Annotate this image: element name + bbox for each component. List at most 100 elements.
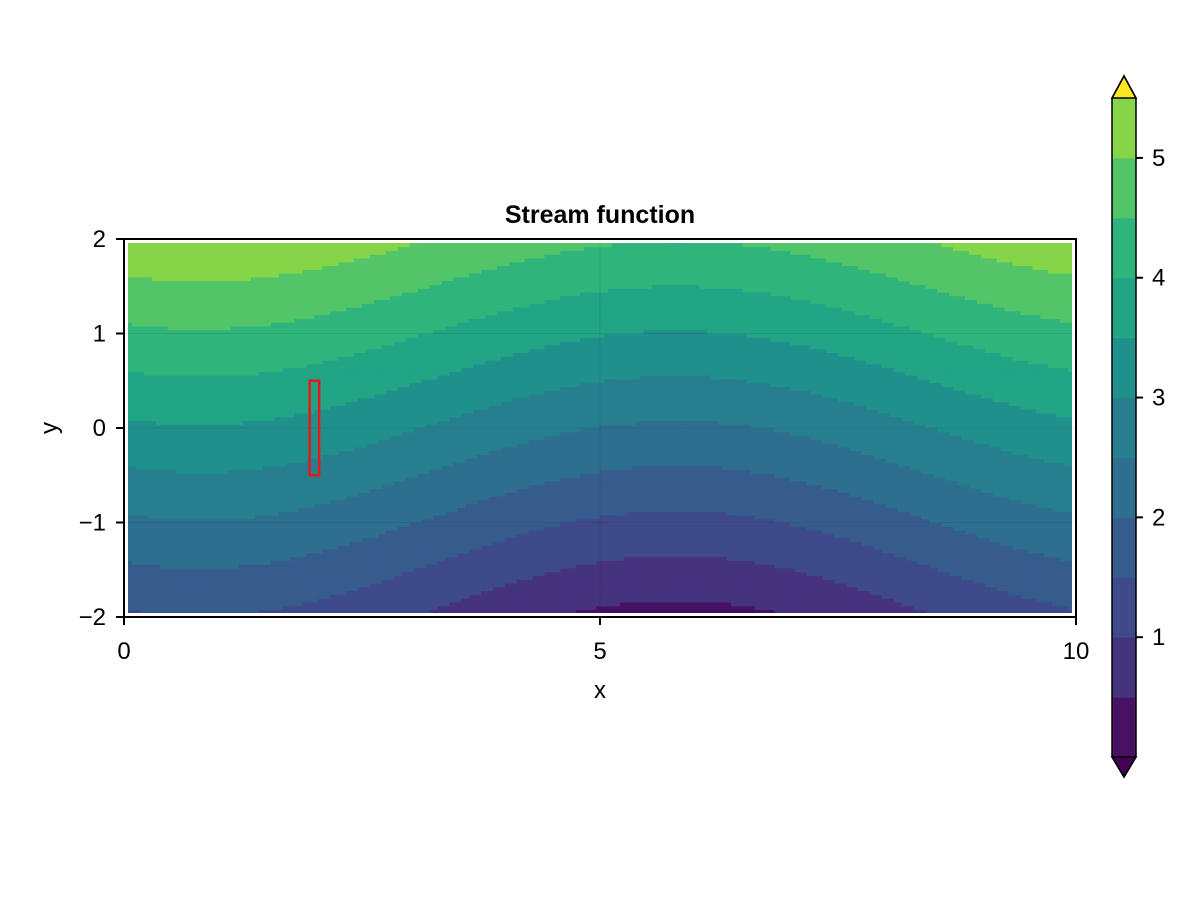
contour-cell — [207, 583, 212, 587]
contour-cell — [378, 564, 383, 568]
contour-cell — [794, 583, 799, 587]
contour-cell — [568, 609, 573, 613]
contour-cell — [695, 560, 700, 564]
contour-cell — [1040, 564, 1045, 568]
contour-cell — [322, 553, 327, 557]
contour-cell — [378, 602, 383, 606]
contour-cell — [564, 553, 569, 557]
contour-cell — [370, 579, 375, 583]
contour-cell — [247, 579, 252, 583]
contour-cell — [267, 557, 272, 561]
contour-cell — [350, 583, 355, 587]
contour-cell — [997, 587, 1002, 591]
contour-cell — [616, 606, 621, 610]
contour-cell — [235, 568, 240, 572]
contour-cell — [846, 579, 851, 583]
contour-cell — [953, 568, 958, 572]
contour-cell — [588, 538, 593, 542]
contour-cell — [735, 587, 740, 591]
contour-cell — [648, 545, 653, 549]
contour-cell — [505, 557, 510, 561]
contour-cell — [921, 557, 926, 561]
contour-cell — [937, 545, 942, 549]
contour-cell — [429, 553, 434, 557]
contour-cell — [683, 579, 688, 583]
contour-cell — [616, 564, 621, 568]
contour-cell — [342, 594, 347, 598]
contour-cell — [965, 609, 970, 613]
contour-cell — [219, 606, 224, 610]
contour-cell — [612, 579, 617, 583]
contour-cell — [826, 606, 831, 610]
contour-cell — [699, 538, 704, 542]
contour-cell — [679, 587, 684, 591]
contour-cell — [243, 579, 248, 583]
contour-cell — [909, 609, 914, 613]
contour-cell — [374, 587, 379, 591]
contour-cell — [830, 564, 835, 568]
contour-cell — [219, 609, 224, 613]
contour-cell — [410, 541, 415, 545]
contour-cell — [191, 579, 196, 583]
contour-cell — [957, 609, 962, 613]
contour-cell — [763, 587, 768, 591]
contour-cell — [675, 591, 680, 595]
contour-cell — [132, 594, 137, 598]
contour-cell — [425, 564, 430, 568]
contour-cell — [735, 609, 740, 613]
contour-cell — [441, 591, 446, 595]
contour-cell — [211, 568, 216, 572]
contour-cell — [584, 553, 589, 557]
contour-cell — [953, 598, 958, 602]
contour-cell — [318, 579, 323, 583]
contour-cell — [830, 602, 835, 606]
contour-cell — [485, 572, 490, 576]
contour-cell — [862, 553, 867, 557]
contour-cell — [747, 579, 752, 583]
contour-cell — [283, 560, 288, 564]
contour-cell — [612, 591, 617, 595]
contour-cell — [810, 606, 815, 610]
contour-cell — [838, 538, 843, 542]
contour-cell — [279, 560, 284, 564]
contour-cell — [350, 538, 355, 542]
contour-cell — [517, 609, 522, 613]
contour-cell — [743, 606, 748, 610]
contour-cell — [263, 553, 268, 557]
contour-cell — [199, 564, 204, 568]
contour-cell — [826, 545, 831, 549]
contour-cell — [299, 549, 304, 553]
contour-cell — [949, 560, 954, 564]
contour-cell — [374, 549, 379, 553]
contour-cell — [358, 579, 363, 583]
contour-cell — [541, 541, 546, 545]
contour-cell — [398, 591, 403, 595]
contour-cell — [390, 575, 395, 579]
contour-cell — [552, 557, 557, 561]
contour-cell — [295, 587, 300, 591]
contour-cell — [719, 572, 724, 576]
contour-cell — [905, 579, 910, 583]
contour-cell — [227, 606, 232, 610]
contour-cell — [632, 557, 637, 561]
contour-cell — [287, 572, 292, 576]
contour-cell — [1044, 598, 1049, 602]
contour-cell — [160, 557, 165, 561]
contour-cell — [176, 598, 181, 602]
contour-cell — [735, 602, 740, 606]
contour-cell — [382, 591, 387, 595]
contour-cell — [322, 594, 327, 598]
contour-cell — [382, 587, 387, 591]
contour-cell — [866, 606, 871, 610]
contour-cell — [303, 583, 308, 587]
contour-cell — [588, 564, 593, 568]
contour-cell — [453, 572, 458, 576]
contour-cell — [529, 609, 534, 613]
contour-cell — [533, 560, 538, 564]
contour-cell — [854, 560, 859, 564]
contour-cell — [560, 583, 565, 587]
contour-cell — [231, 538, 236, 542]
contour-cell — [334, 568, 339, 572]
contour-cell — [306, 606, 311, 610]
contour-cell — [794, 538, 799, 542]
